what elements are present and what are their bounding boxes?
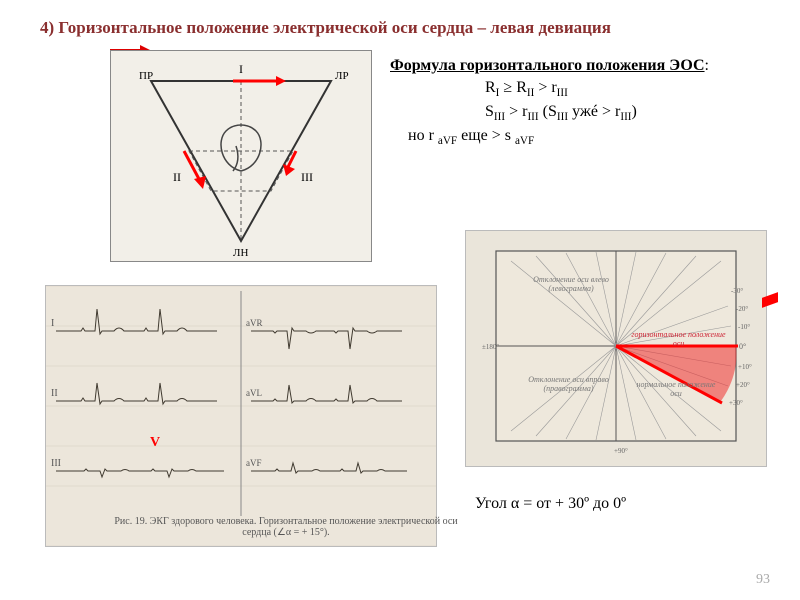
svg-text:-30°: -30°	[731, 287, 743, 295]
red-v-mark: V	[150, 435, 160, 451]
einthoven-triangle: ПР ЛР ЛН I II III	[110, 50, 372, 262]
axis-diagram: 0° -10° -20° -30° +10° +20° +30° +90° ±1…	[465, 230, 767, 467]
svg-text:aVR: aVR	[246, 318, 263, 328]
svg-text:0°: 0°	[739, 342, 746, 351]
ecg-strip: I II III aVR aVL aVF Рис. 19. ЭКГ здоров…	[45, 285, 437, 547]
svg-text:-20°: -20°	[736, 305, 748, 313]
tri-label: ПР	[139, 70, 153, 82]
tri-edge: I	[239, 62, 243, 76]
svg-text:-10°: -10°	[738, 323, 750, 331]
axis-quad-label: Отклонение оси влево (левограмма)	[526, 276, 616, 294]
svg-text:+90°: +90°	[614, 447, 628, 455]
svg-text:+10°: +10°	[738, 363, 752, 371]
svg-text:+30°: +30°	[729, 399, 743, 407]
svg-text:+20°: +20°	[736, 381, 750, 389]
tri-label: ЛР	[335, 70, 349, 82]
tri-edge: III	[301, 170, 313, 184]
ecg-caption: Рис. 19. ЭКГ здорового человека. Горизон…	[101, 516, 471, 538]
svg-text:aVF: aVF	[246, 458, 262, 468]
slide-title: 4) Горизонтальное положение электрическо…	[40, 18, 611, 38]
slide-number: 93	[756, 572, 770, 588]
slide-root: 4) Горизонтальное положение электрическо…	[0, 0, 800, 600]
axis-quad-label: нормальное положение оси	[631, 381, 721, 399]
tri-label: ЛН	[233, 247, 248, 259]
tri-edge: II	[173, 170, 181, 184]
axis-quad-label: Отклонение оси вправо (правограмма)	[521, 376, 616, 394]
svg-text:I: I	[51, 318, 54, 329]
angle-range-text: Угол α = от + 30º до 0º	[475, 495, 626, 513]
formula-block: Формула горизонтального положения ЭОС: R…	[390, 55, 790, 149]
svg-text:aVL: aVL	[246, 388, 262, 398]
svg-text:±180°: ±180°	[482, 343, 499, 351]
svg-text:II: II	[51, 388, 58, 399]
svg-text:III: III	[51, 458, 61, 469]
axis-quad-label: горизонтальное положение оси	[631, 331, 726, 349]
formula-heading: Формула горизонтального положения ЭОС	[390, 57, 705, 74]
